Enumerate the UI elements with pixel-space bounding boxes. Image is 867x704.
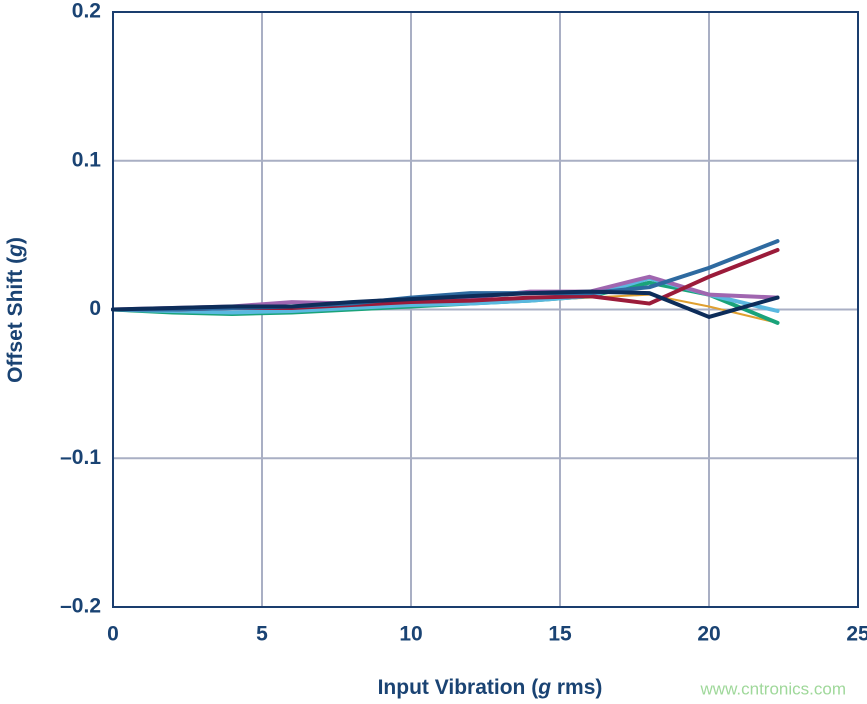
x-tick-label: 20 bbox=[697, 623, 720, 646]
y-tick-label: 0.1 bbox=[72, 148, 102, 171]
y-label-part: Offset Shift ( bbox=[4, 257, 27, 383]
x-tick-label: 5 bbox=[256, 623, 268, 646]
y-axis-label: Offset Shift (g) bbox=[4, 237, 27, 383]
x-label-part: Input Vibration ( bbox=[378, 676, 539, 699]
x-tick-label: 25 bbox=[846, 623, 867, 646]
y-tick-label: 0.2 bbox=[72, 0, 101, 23]
x-tick-label: 10 bbox=[399, 623, 422, 646]
x-label-part: g bbox=[537, 676, 551, 699]
x-tick-label: 15 bbox=[548, 623, 572, 646]
y-tick-label: –0.1 bbox=[60, 446, 101, 469]
y-label-part: g bbox=[4, 244, 27, 258]
y-tick-label: 0 bbox=[89, 297, 101, 320]
x-label-part: rms) bbox=[551, 676, 602, 699]
series-line bbox=[111, 289, 780, 319]
x-axis-label: Input Vibration (g rms) bbox=[378, 676, 603, 699]
watermark: www.cntronics.com bbox=[700, 679, 846, 698]
y-tick-label: –0.2 bbox=[60, 595, 101, 618]
x-tick-label: 0 bbox=[107, 623, 119, 646]
y-label-part: ) bbox=[4, 237, 27, 244]
